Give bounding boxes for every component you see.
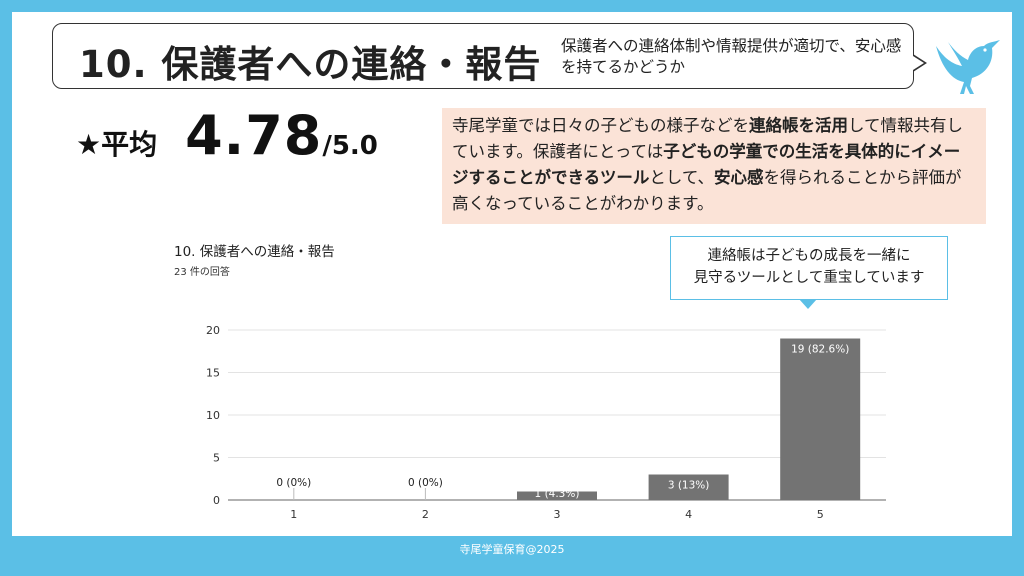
- x-tick-label: 1: [290, 508, 297, 521]
- y-tick-label: 15: [206, 367, 220, 380]
- page-subtitle: 保護者への連絡体制や情報提供が適切で、安心感を持てるかどうか: [561, 37, 902, 76]
- callout-line-1: 連絡帳は子どもの成長を一緒に: [707, 248, 911, 264]
- chart-title: 10. 保護者への連絡・報告: [174, 244, 335, 260]
- data-label: 0 (0%): [408, 477, 443, 489]
- x-tick-label: 3: [554, 508, 561, 521]
- x-tick-label: 2: [422, 508, 429, 521]
- commentary-highlight: 安心感: [714, 168, 764, 187]
- slide-panel: 10. 保護者への連絡・報告 保護者への連絡体制や情報提供が適切で、安心感を持て…: [12, 12, 1012, 536]
- page-title: 10. 保護者への連絡・報告: [79, 43, 542, 86]
- bar-3: [517, 491, 597, 500]
- bar-5: [780, 338, 861, 500]
- commentary-text: として、: [649, 168, 715, 187]
- callout-bubble: 連絡帳は子どもの成長を一緒に 見守るツールとして重宝しています: [670, 236, 948, 309]
- y-tick-label: 10: [206, 409, 220, 422]
- y-tick-label: 5: [213, 452, 220, 465]
- chart-response-count: 23 件の回答: [174, 267, 230, 278]
- y-tick-label: 20: [206, 324, 220, 337]
- average-value: 4.78: [185, 104, 323, 167]
- footer-copyright: 寺尾学童保育@2025: [459, 543, 565, 556]
- x-tick-label: 4: [685, 508, 692, 521]
- bar-4: [648, 474, 729, 500]
- data-label: 19 (82.6%): [791, 344, 849, 356]
- commentary-highlight: 子どもの学童での生活を具体的にイメージすることができるツール: [452, 142, 961, 187]
- x-tick-label: 5: [817, 508, 824, 521]
- average-score: ★平均 4.78/5.0: [76, 104, 378, 167]
- callout-line-2: 見守るツールとして重宝しています: [693, 270, 925, 286]
- commentary-box: 寺尾学童では日々の子どもの様子などを連絡帳を活用して情報共有しています。保護者に…: [442, 108, 986, 224]
- data-label: 1 (4.3%): [535, 488, 580, 500]
- commentary-text: して情報共有しています。保護者にとっては: [452, 116, 964, 161]
- average-scale: /5.0: [322, 131, 378, 161]
- y-tick-label: 0: [213, 494, 220, 507]
- data-label: 0 (0%): [276, 477, 311, 489]
- bar-chart: 0 5 10 15 20 1 0 (0%) 2 0 (0%) 3 1 (4.3%) 4 3 (13%) 5…: [206, 324, 886, 521]
- average-label: ★平均: [76, 128, 158, 161]
- commentary-highlight: 連絡帳を活用: [749, 116, 848, 135]
- data-label: 3 (13%): [668, 480, 710, 492]
- commentary-text: を得られることから評価が高くなっていることがわかります。: [452, 168, 962, 213]
- bird-icon: [936, 40, 1000, 94]
- commentary-text: 寺尾学童では日々の子どもの様子などを: [452, 116, 749, 135]
- title-speech-box: 10. 保護者への連絡・報告 保護者への連絡体制や情報提供が適切で、安心感を持て…: [52, 23, 927, 89]
